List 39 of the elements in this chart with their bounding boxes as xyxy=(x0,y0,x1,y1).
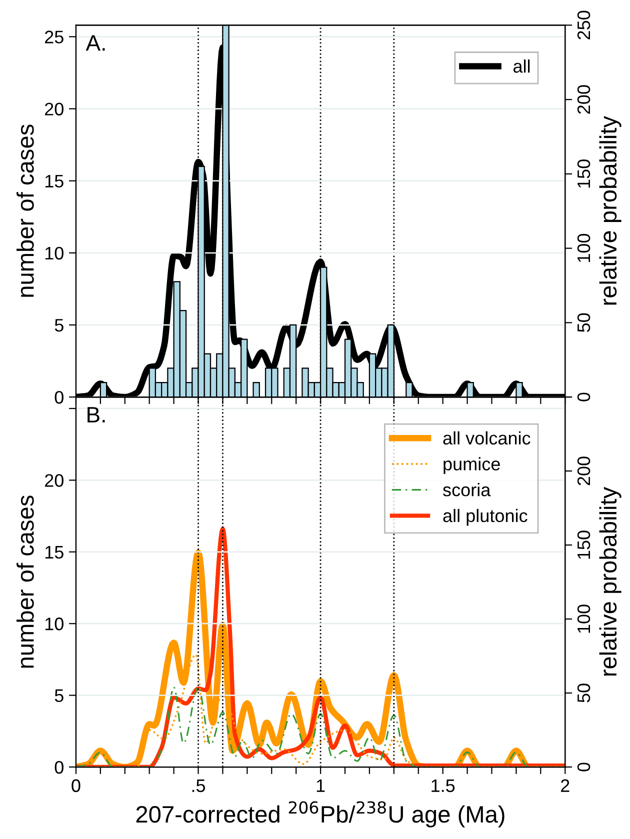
y2-tick-label: 250 xyxy=(577,10,590,40)
y2-tick-label: 150 xyxy=(577,160,590,188)
x-axis-title: 207-corrected $^{206}$Pb/$^{238}$U age (Ma) xyxy=(136,801,504,828)
y-tick-label: 20 xyxy=(45,474,64,487)
y-tick-label: 0 xyxy=(54,390,64,404)
y-tick-label: 15 xyxy=(45,546,64,559)
x-tick-label: .5 xyxy=(192,779,206,792)
y2-tick-label: 100 xyxy=(577,234,590,262)
y2-axis-title: relative probability xyxy=(599,116,622,305)
y-tick-label: 5 xyxy=(54,319,64,332)
annotation: A. xyxy=(86,35,105,51)
y2-tick-label: 50 xyxy=(577,313,590,332)
y2-tick-label: 0 xyxy=(577,762,590,772)
y-axis-title: number of cases xyxy=(16,124,34,297)
y-tick-label: 10 xyxy=(45,246,64,260)
x-tick-label: 2 xyxy=(561,779,570,792)
y2-tick-label: 50 xyxy=(577,684,590,702)
y-tick-label: 25 xyxy=(45,30,64,44)
x-tick-label: 0 xyxy=(72,779,80,792)
legend-label: all volcanic xyxy=(443,431,530,445)
legend-label: all xyxy=(514,59,530,73)
y2-tick-label: 200 xyxy=(577,85,590,114)
legend-label: scoria xyxy=(443,483,491,496)
x-tick-label: 1 xyxy=(316,779,325,792)
y-tick-label: 15 xyxy=(45,174,64,188)
y-axis-title: number of cases xyxy=(16,496,34,668)
y-tick-label: 10 xyxy=(45,618,64,630)
y-tick-label: 0 xyxy=(54,760,64,774)
y-tick-label: 20 xyxy=(45,102,64,116)
annotation: B. xyxy=(88,407,105,422)
legend-label: pumice xyxy=(444,457,500,474)
y2-tick-label: 0 xyxy=(577,392,590,402)
x-tick-label: 1.5 xyxy=(432,779,455,792)
y-tick-label: 5 xyxy=(54,689,64,702)
y2-tick-label: 200 xyxy=(577,456,590,486)
y2-tick-label: 150 xyxy=(577,530,590,559)
y2-axis-title: relative probability xyxy=(599,486,622,676)
legend-label: all plutonic xyxy=(443,508,528,526)
y2-tick-label: 100 xyxy=(577,604,590,633)
